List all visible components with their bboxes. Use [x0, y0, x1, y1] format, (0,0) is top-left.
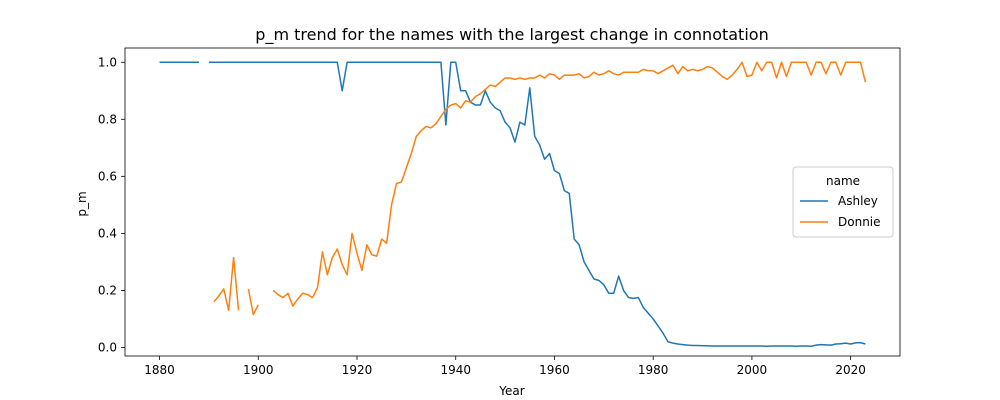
x-tick-label: 2000 [737, 363, 768, 377]
y-tick-label: 0.6 [98, 169, 117, 183]
x-axis-label: Year [498, 384, 524, 398]
plot-frame [124, 47, 901, 357]
legend-label-donnie: Donnie [838, 215, 881, 229]
legend-box [792, 166, 894, 238]
plot-area [124, 47, 901, 357]
y-tick-label: 0.2 [98, 283, 117, 297]
x-tick-label: 1900 [243, 363, 274, 377]
x-tick-label: 1940 [440, 363, 471, 377]
y-tick-label: 0.8 [98, 112, 117, 126]
legend-title: name [826, 174, 860, 188]
y-axis-label: p_m [75, 191, 89, 216]
chart-title: p_m trend for the names with the largest… [255, 25, 768, 45]
x-tick-label: 1980 [638, 363, 669, 377]
x-tick-label: 2020 [835, 363, 866, 377]
series-line-donnie [213, 61, 867, 316]
x-tick-label: 1920 [342, 363, 373, 377]
x-tick-label: 1880 [144, 363, 175, 377]
y-tick-label: 0.0 [98, 340, 117, 354]
y-tick-label: 0.4 [98, 226, 117, 240]
legend: name Ashley Donnie [792, 166, 894, 238]
series-line-ashley [159, 61, 866, 348]
series-layer [159, 61, 867, 348]
x-tick-label: 1960 [539, 363, 570, 377]
x-axis: 1880 1900 1920 1940 1960 1980 2000 2020 [144, 356, 866, 377]
y-tick-label: 1.0 [98, 55, 117, 69]
legend-label-ashley: Ashley [838, 194, 878, 208]
y-axis: 0.0 0.2 0.4 0.6 0.8 1.0 [98, 55, 125, 354]
